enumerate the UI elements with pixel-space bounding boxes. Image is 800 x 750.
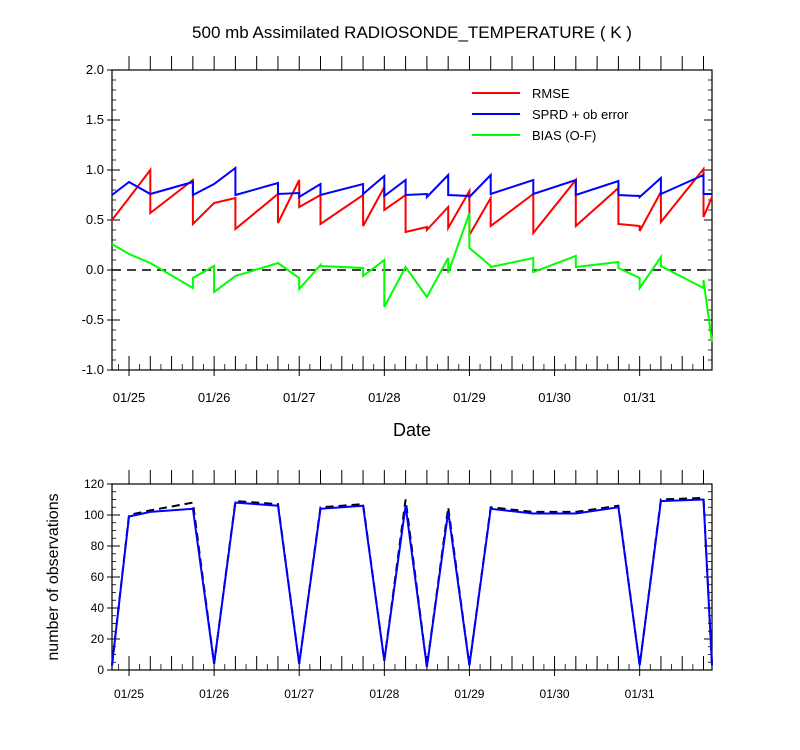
x-tick-label: 01/28 (368, 390, 401, 405)
top-plot-area: 2.0 1.5 1.0 0.5 0.0 -0.5 -1.0 01/25 01/26 01/27 01… (82, 56, 713, 405)
y-axis-label: number of observations (45, 493, 62, 660)
y-tick-label: 20 (91, 632, 105, 646)
legend-entry-label: RMSE (532, 86, 570, 101)
x-tick-label: 01/30 (538, 390, 571, 405)
legend-entry-label: SPRD + ob error (532, 107, 629, 122)
bottom-series-group (111, 496, 713, 668)
x-tick-label: 01/30 (540, 687, 570, 701)
y-tick-label: 120 (84, 477, 104, 491)
x-tick-label: 01/27 (283, 390, 316, 405)
y-tick-label: 100 (84, 508, 104, 522)
y-tick-label: 1.0 (86, 162, 104, 177)
x-tick-label: 01/26 (198, 390, 231, 405)
series-line-rmse (111, 166, 713, 239)
x-tick-label: 01/25 (114, 687, 144, 701)
x-tick-label: 01/31 (625, 687, 655, 701)
y-tick-label: 0 (97, 663, 104, 677)
y-tick-label: 80 (91, 539, 105, 553)
y-tick-label: 40 (91, 601, 105, 615)
x-tick-label: 01/25 (113, 390, 146, 405)
y-tick-label: -0.5 (82, 312, 104, 327)
y-tick-label: -1.0 (82, 362, 104, 377)
x-tick-label: 01/28 (369, 687, 399, 701)
x-tick-label: 01/27 (284, 687, 314, 701)
top-series-group (111, 165, 713, 343)
x-axis-label: Date (393, 420, 431, 440)
legend: RMSE SPRD + ob error BIAS (O-F) (472, 86, 629, 143)
y-tick-label: 60 (91, 570, 105, 584)
y-tick-label: 0.0 (86, 262, 104, 277)
x-tick-label: 01/26 (199, 687, 229, 701)
series-line-sprd-ob-error (111, 165, 712, 200)
series-line-used (111, 498, 713, 668)
legend-entry-label: BIAS (O-F) (532, 128, 596, 143)
y-tick-label: 0.5 (86, 212, 104, 227)
bottom-plot-area: 120 100 80 60 40 20 0 01/25 01/26 01/27 01/28 01/29… (84, 470, 713, 701)
x-tick-label: 01/29 (454, 687, 484, 701)
x-tick-label: 01/31 (623, 390, 656, 405)
series-line-bias-o-f (111, 212, 713, 343)
y-tick-label: 2.0 (86, 62, 104, 77)
y-tick-label: 1.5 (86, 112, 104, 127)
chart-title: 500 mb Assimilated RADIOSONDE_TEMPERATUR… (192, 23, 632, 42)
x-tick-label: 01/29 (453, 390, 486, 405)
